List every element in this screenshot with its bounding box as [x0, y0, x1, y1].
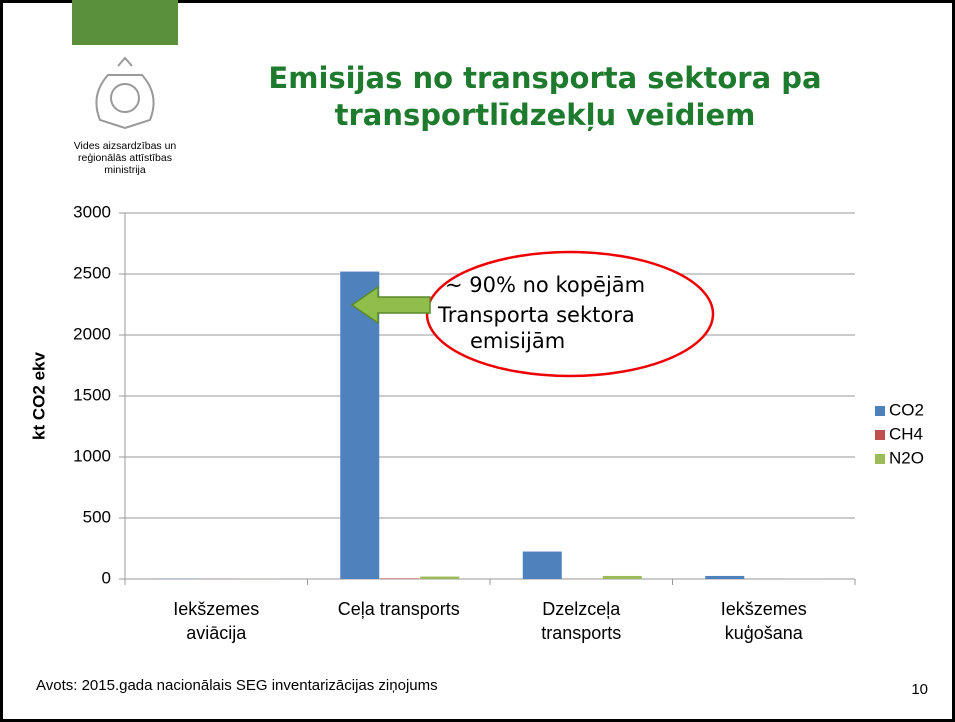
x-tick-label: kuģošana — [725, 623, 804, 643]
y-axis-label: kt CO2 ekv — [29, 352, 48, 440]
x-tick-label: Iekšzemes — [173, 599, 259, 619]
chart-title: transportlīdzekļu veidiem — [335, 98, 756, 132]
y-tick-label: 2000 — [73, 324, 111, 343]
ministry-line: reģionālās attīstības — [78, 151, 172, 164]
y-tick-label: 3000 — [73, 202, 111, 221]
x-tick-label: aviācija — [186, 623, 247, 643]
legend-swatch — [875, 406, 885, 416]
emblem — [95, 56, 155, 130]
x-tick-label: transports — [541, 623, 621, 643]
page-number: 10 — [911, 681, 928, 698]
legend-label: CO2 — [889, 400, 924, 419]
x-tick-label: Iekšzemes — [721, 599, 807, 619]
annotation-text: ~ 90% no kopējām — [445, 273, 645, 297]
bar — [602, 575, 642, 579]
legend-label: N2O — [889, 448, 924, 467]
y-tick-label: 0 — [102, 568, 111, 587]
legend-label: CH4 — [889, 424, 923, 443]
chart-title: Emisijas no transporta sektora pa — [268, 61, 821, 95]
bar — [420, 576, 460, 579]
annotation-text: Transporta sektora — [437, 303, 635, 327]
source: Avots: 2015.gada nacionālais SEG inventa… — [36, 677, 438, 694]
legend-swatch — [875, 430, 885, 440]
y-tick-label: 1500 — [73, 385, 111, 404]
y-tick-label: 1000 — [73, 446, 111, 465]
annotation-arrow — [350, 285, 431, 325]
x-tick-label: Ceļa transports — [338, 599, 460, 619]
bar — [340, 271, 380, 579]
header-block — [72, 0, 178, 45]
annotation-text: emisijām — [470, 329, 565, 353]
bar — [522, 551, 562, 579]
ministry-line: Vides aizsardzības un — [74, 140, 177, 152]
annotation-ellipse — [425, 250, 715, 378]
x-tick-label: Dzelzceļa — [542, 599, 621, 619]
y-tick-label: 2500 — [73, 263, 111, 282]
bar — [380, 578, 420, 579]
legend-swatch — [875, 454, 885, 464]
ministry-line: ministrija — [104, 164, 146, 176]
bar — [705, 575, 745, 579]
y-tick-label: 500 — [83, 507, 111, 526]
